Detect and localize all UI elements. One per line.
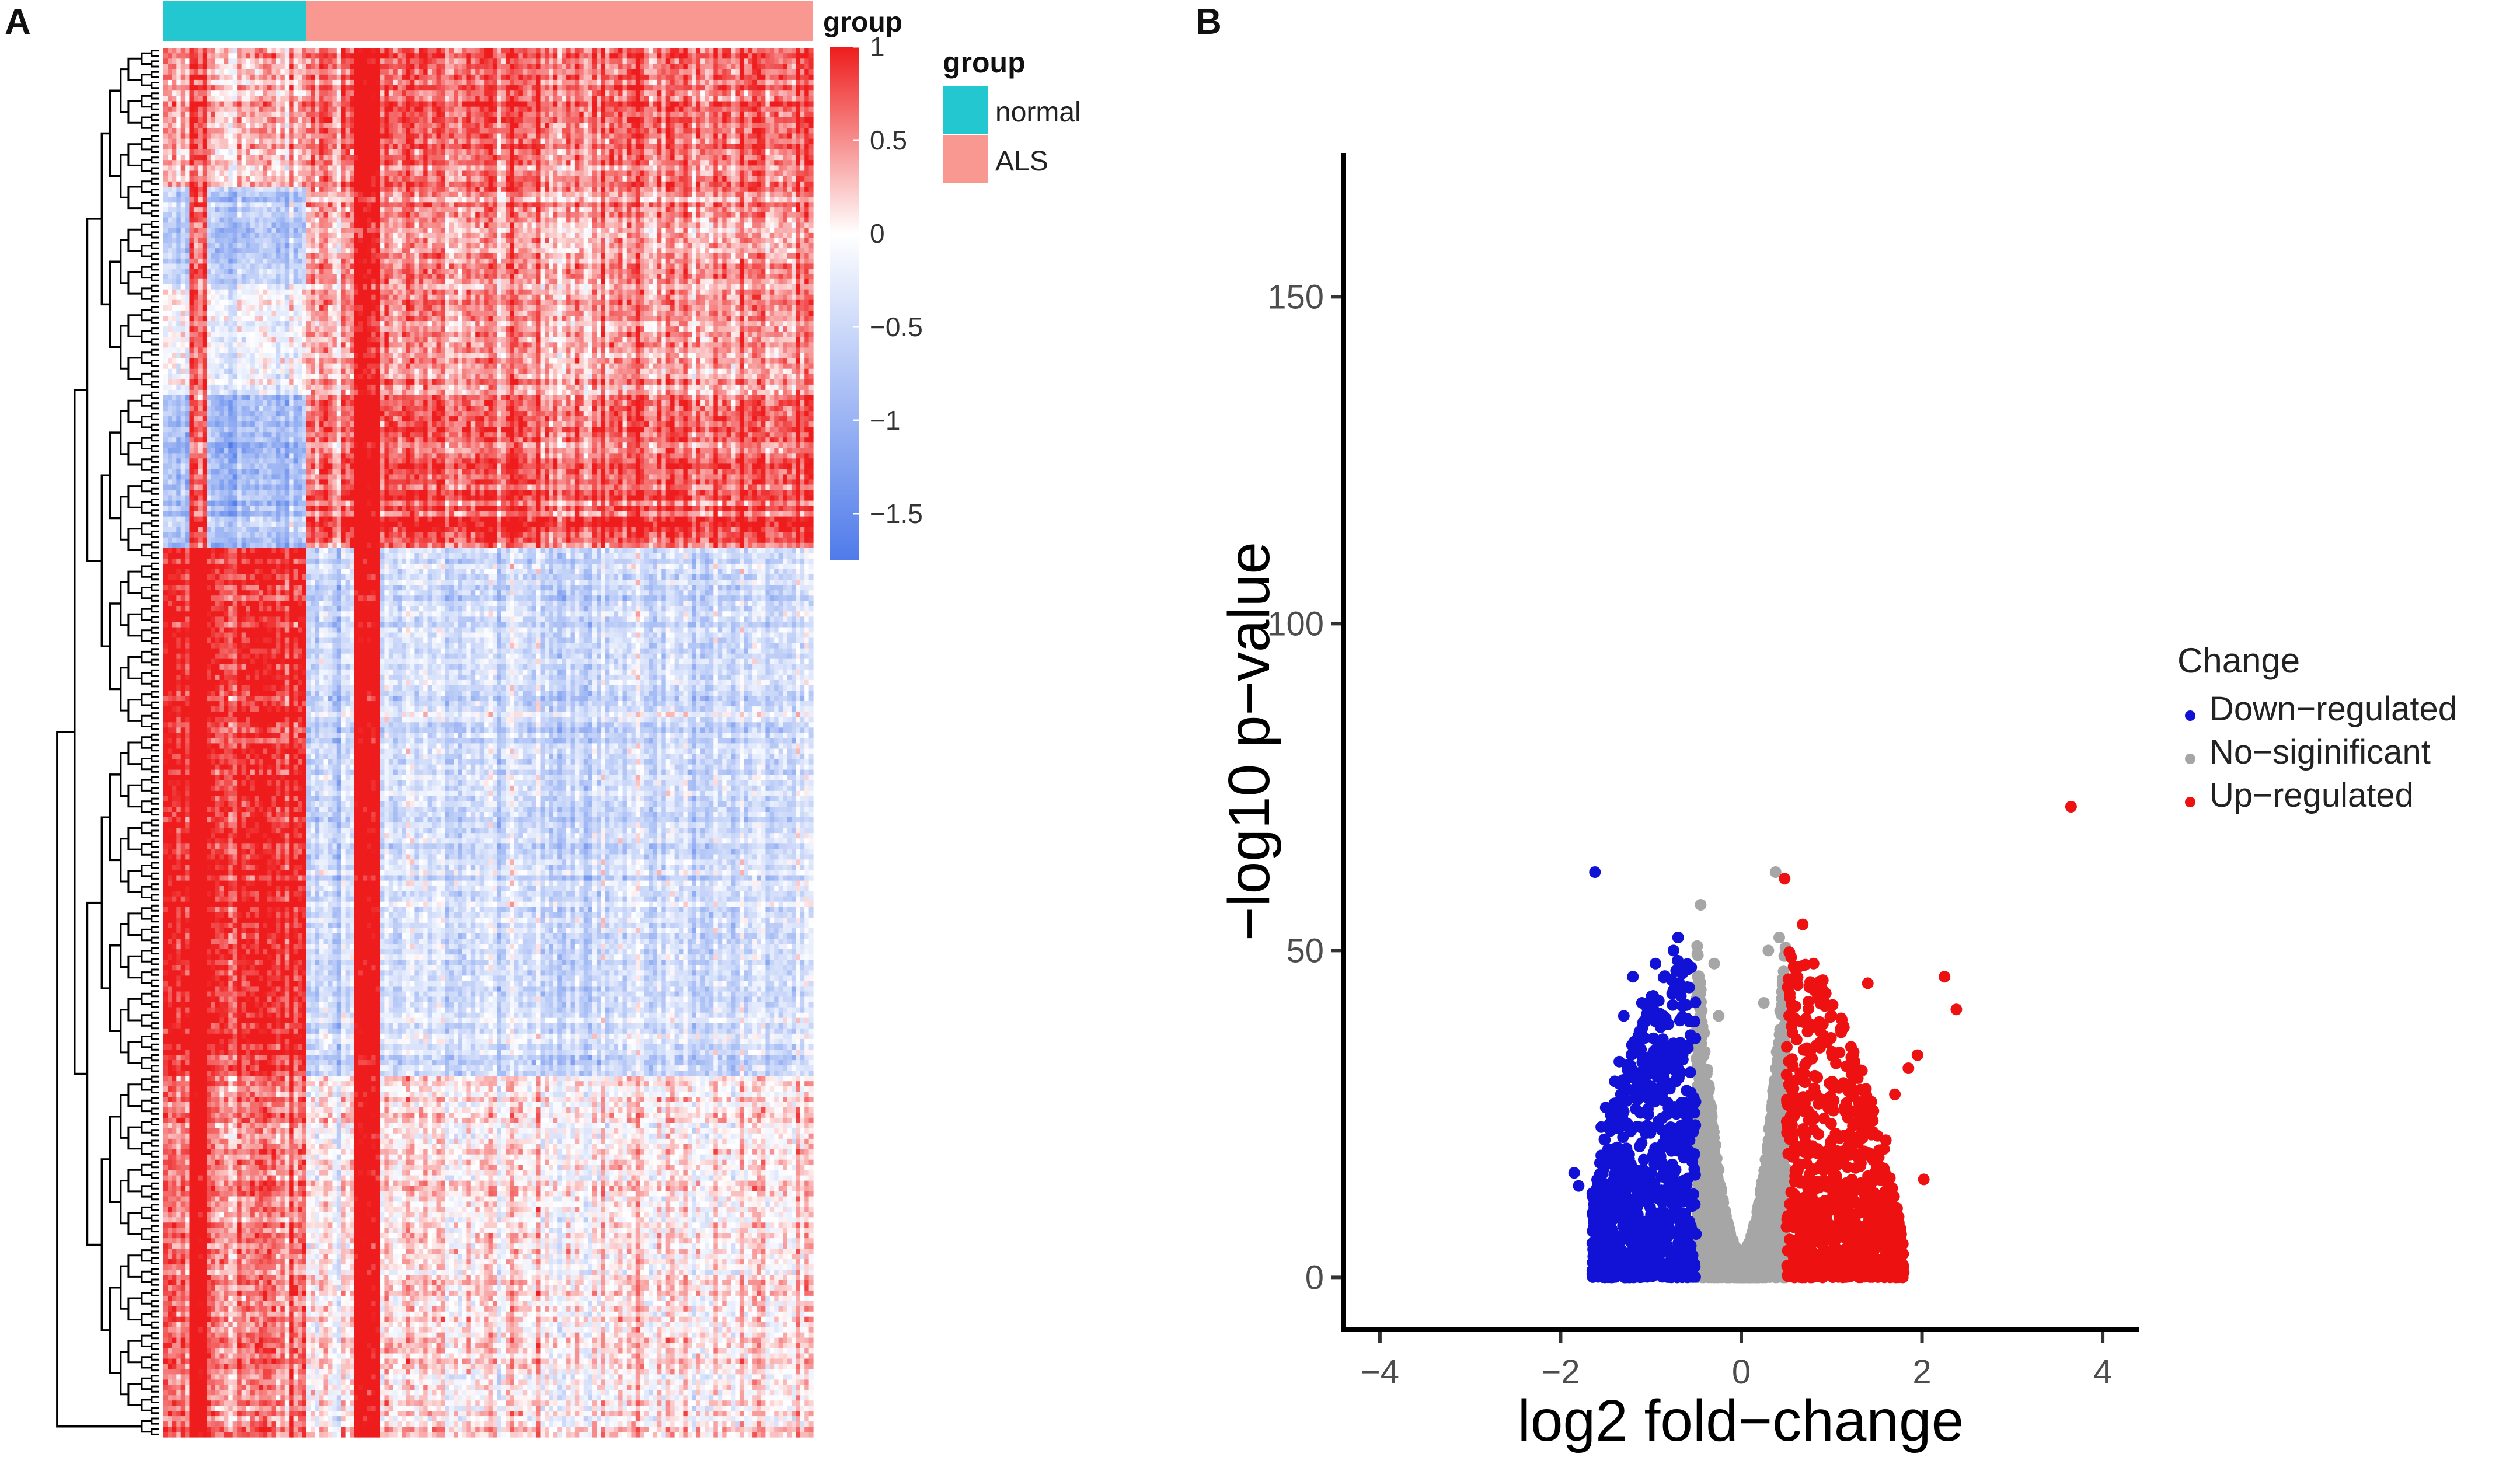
highlight-points xyxy=(1568,801,2077,1192)
point-no xyxy=(1695,899,1707,911)
colorbar-tick-label: −0.5 xyxy=(870,312,923,342)
panel-label-a: A xyxy=(5,1,31,43)
point-down xyxy=(1618,1010,1630,1022)
heatmap-body xyxy=(163,48,814,1438)
legend-dot-ns xyxy=(2185,754,2195,764)
annotation-title: group xyxy=(823,7,902,38)
legend-title: group xyxy=(943,46,1026,79)
point-up xyxy=(1880,1134,1892,1146)
x-ticks: −4 −2 0 2 4 xyxy=(1361,1332,2112,1391)
y-axis-label: −log10 p−value xyxy=(1217,542,1282,941)
point-no xyxy=(1708,957,1720,970)
point-no xyxy=(1769,866,1782,878)
point-up xyxy=(1807,957,1820,970)
x-axis-label: log2 fold−change xyxy=(1518,1388,1964,1453)
point-up xyxy=(1817,984,1829,996)
point-no xyxy=(1773,932,1785,943)
colorbar-tick-label: 0 xyxy=(870,218,885,249)
legend-dot-up xyxy=(2185,797,2195,807)
x-tick-label: 4 xyxy=(2093,1353,2112,1391)
point-down xyxy=(1609,1075,1621,1087)
group-annotation-bar xyxy=(163,1,813,41)
point-down xyxy=(1613,1055,1626,1068)
legend-swatch-normal xyxy=(943,86,988,134)
colorbar-tick-label: 1 xyxy=(870,32,885,62)
point-up xyxy=(1939,971,1951,983)
colorbar xyxy=(830,47,859,560)
volcano-panel: −4 −2 0 2 4 0 50 100 150 log2 fold−change −log1… xyxy=(1217,153,2457,1453)
point-up xyxy=(1902,1062,1915,1074)
point-no xyxy=(1762,944,1775,957)
point-down xyxy=(1667,944,1679,957)
point-up xyxy=(1835,1023,1847,1035)
legend-label-normal: normal xyxy=(995,97,1081,128)
point-up xyxy=(2065,801,2077,813)
panel-label-b: B xyxy=(1195,1,1222,43)
point-down xyxy=(1595,1121,1608,1133)
y-ticks: 0 50 100 150 xyxy=(1267,278,1341,1296)
point-no xyxy=(1758,997,1770,1009)
row-dendrogram xyxy=(56,50,159,1435)
point-down xyxy=(1599,1102,1612,1114)
point-no xyxy=(1713,1010,1725,1022)
point-down xyxy=(1627,971,1639,983)
heatmap-panel: group 1 0.5 0 −0.5 −1 −1.5 group normal ALS xyxy=(56,1,1081,1438)
x-tick-label: 0 xyxy=(1732,1353,1751,1391)
legend-label-up: Up−regulated xyxy=(2209,776,2414,814)
point-up xyxy=(1797,918,1809,930)
point-down xyxy=(1589,866,1601,878)
y-tick-label: 50 xyxy=(1286,932,1324,970)
point-up xyxy=(1918,1173,1930,1186)
point-cloud xyxy=(1586,940,1910,1284)
legend-label-als: ALS xyxy=(995,146,1048,177)
colorbar-tick-label: −1.5 xyxy=(870,499,923,529)
y-tick-label: 150 xyxy=(1267,278,1324,316)
colorbar-tick-label: −1 xyxy=(870,405,900,435)
point-up xyxy=(1853,1114,1865,1127)
point-up xyxy=(1911,1049,1923,1061)
point-down xyxy=(1636,997,1648,1009)
y-tick-label: 100 xyxy=(1267,605,1324,643)
axes xyxy=(1341,153,2139,1332)
point-down xyxy=(1672,932,1684,943)
point-up xyxy=(1843,1082,1856,1094)
y-tick-label: 0 xyxy=(1305,1259,1324,1296)
annotation-normal xyxy=(163,1,306,41)
colorbar-tick-label: 0.5 xyxy=(870,125,907,155)
legend-swatch-als xyxy=(943,135,988,183)
legend-label-ns: No−siginificant xyxy=(2209,733,2431,771)
point-down xyxy=(1604,1153,1616,1166)
annotation-als xyxy=(306,1,813,41)
change-legend-title: Change xyxy=(2177,641,2300,680)
point-up xyxy=(1779,873,1791,885)
point-up xyxy=(1950,1003,1963,1016)
point-down xyxy=(1573,1180,1585,1192)
legend-dot-down xyxy=(2185,710,2195,721)
x-tick-label: −2 xyxy=(1541,1353,1580,1391)
point-down xyxy=(1568,1167,1580,1179)
legend-label-down: Down−regulated xyxy=(2209,690,2457,728)
point-down xyxy=(1650,957,1661,970)
x-tick-label: 2 xyxy=(1912,1353,1931,1391)
x-tick-label: −4 xyxy=(1361,1353,1399,1391)
point-up xyxy=(1889,1088,1901,1100)
colorbar-ticks: 1 0.5 0 −0.5 −1 −1.5 xyxy=(853,32,923,529)
point-up xyxy=(1871,1167,1883,1179)
point-up xyxy=(1862,977,1874,989)
